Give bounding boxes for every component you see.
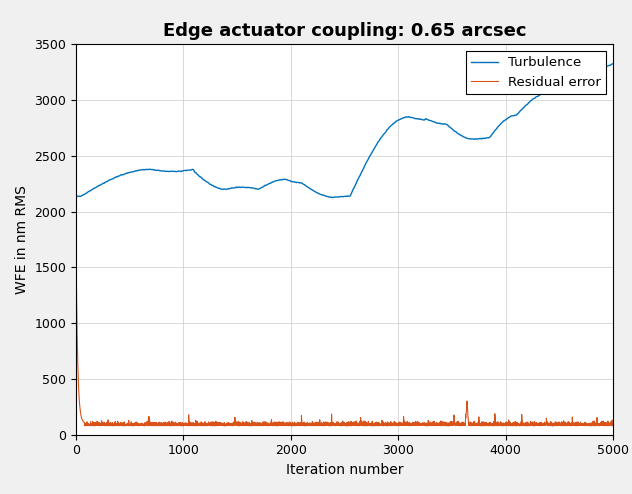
- Turbulence: [329, 195, 337, 201]
- Residual error: [422, 421, 429, 427]
- Residual error: [457, 423, 465, 429]
- Turbulence: [473, 136, 480, 142]
- Residual error: [609, 420, 617, 426]
- Residual error: [169, 422, 177, 428]
- Turbulence: [277, 177, 285, 183]
- Line: Turbulence: Turbulence: [76, 64, 613, 198]
- Legend: Turbulence, Residual error: Turbulence, Residual error: [466, 51, 607, 94]
- Residual error: [514, 421, 521, 427]
- Line: Residual error: Residual error: [76, 223, 613, 426]
- Residual error: [394, 423, 402, 429]
- Turbulence: [72, 193, 80, 199]
- Turbulence: [514, 111, 521, 117]
- Title: Edge actuator coupling: 0.65 arcsec: Edge actuator coupling: 0.65 arcsec: [162, 22, 526, 40]
- Residual error: [473, 422, 480, 428]
- X-axis label: Iteration number: Iteration number: [286, 463, 403, 477]
- Turbulence: [422, 116, 429, 122]
- Turbulence: [609, 61, 617, 67]
- Turbulence: [394, 118, 402, 124]
- Residual error: [72, 220, 80, 226]
- Turbulence: [169, 168, 177, 174]
- Y-axis label: WFE in nm RMS: WFE in nm RMS: [15, 185, 28, 294]
- Residual error: [277, 421, 285, 427]
